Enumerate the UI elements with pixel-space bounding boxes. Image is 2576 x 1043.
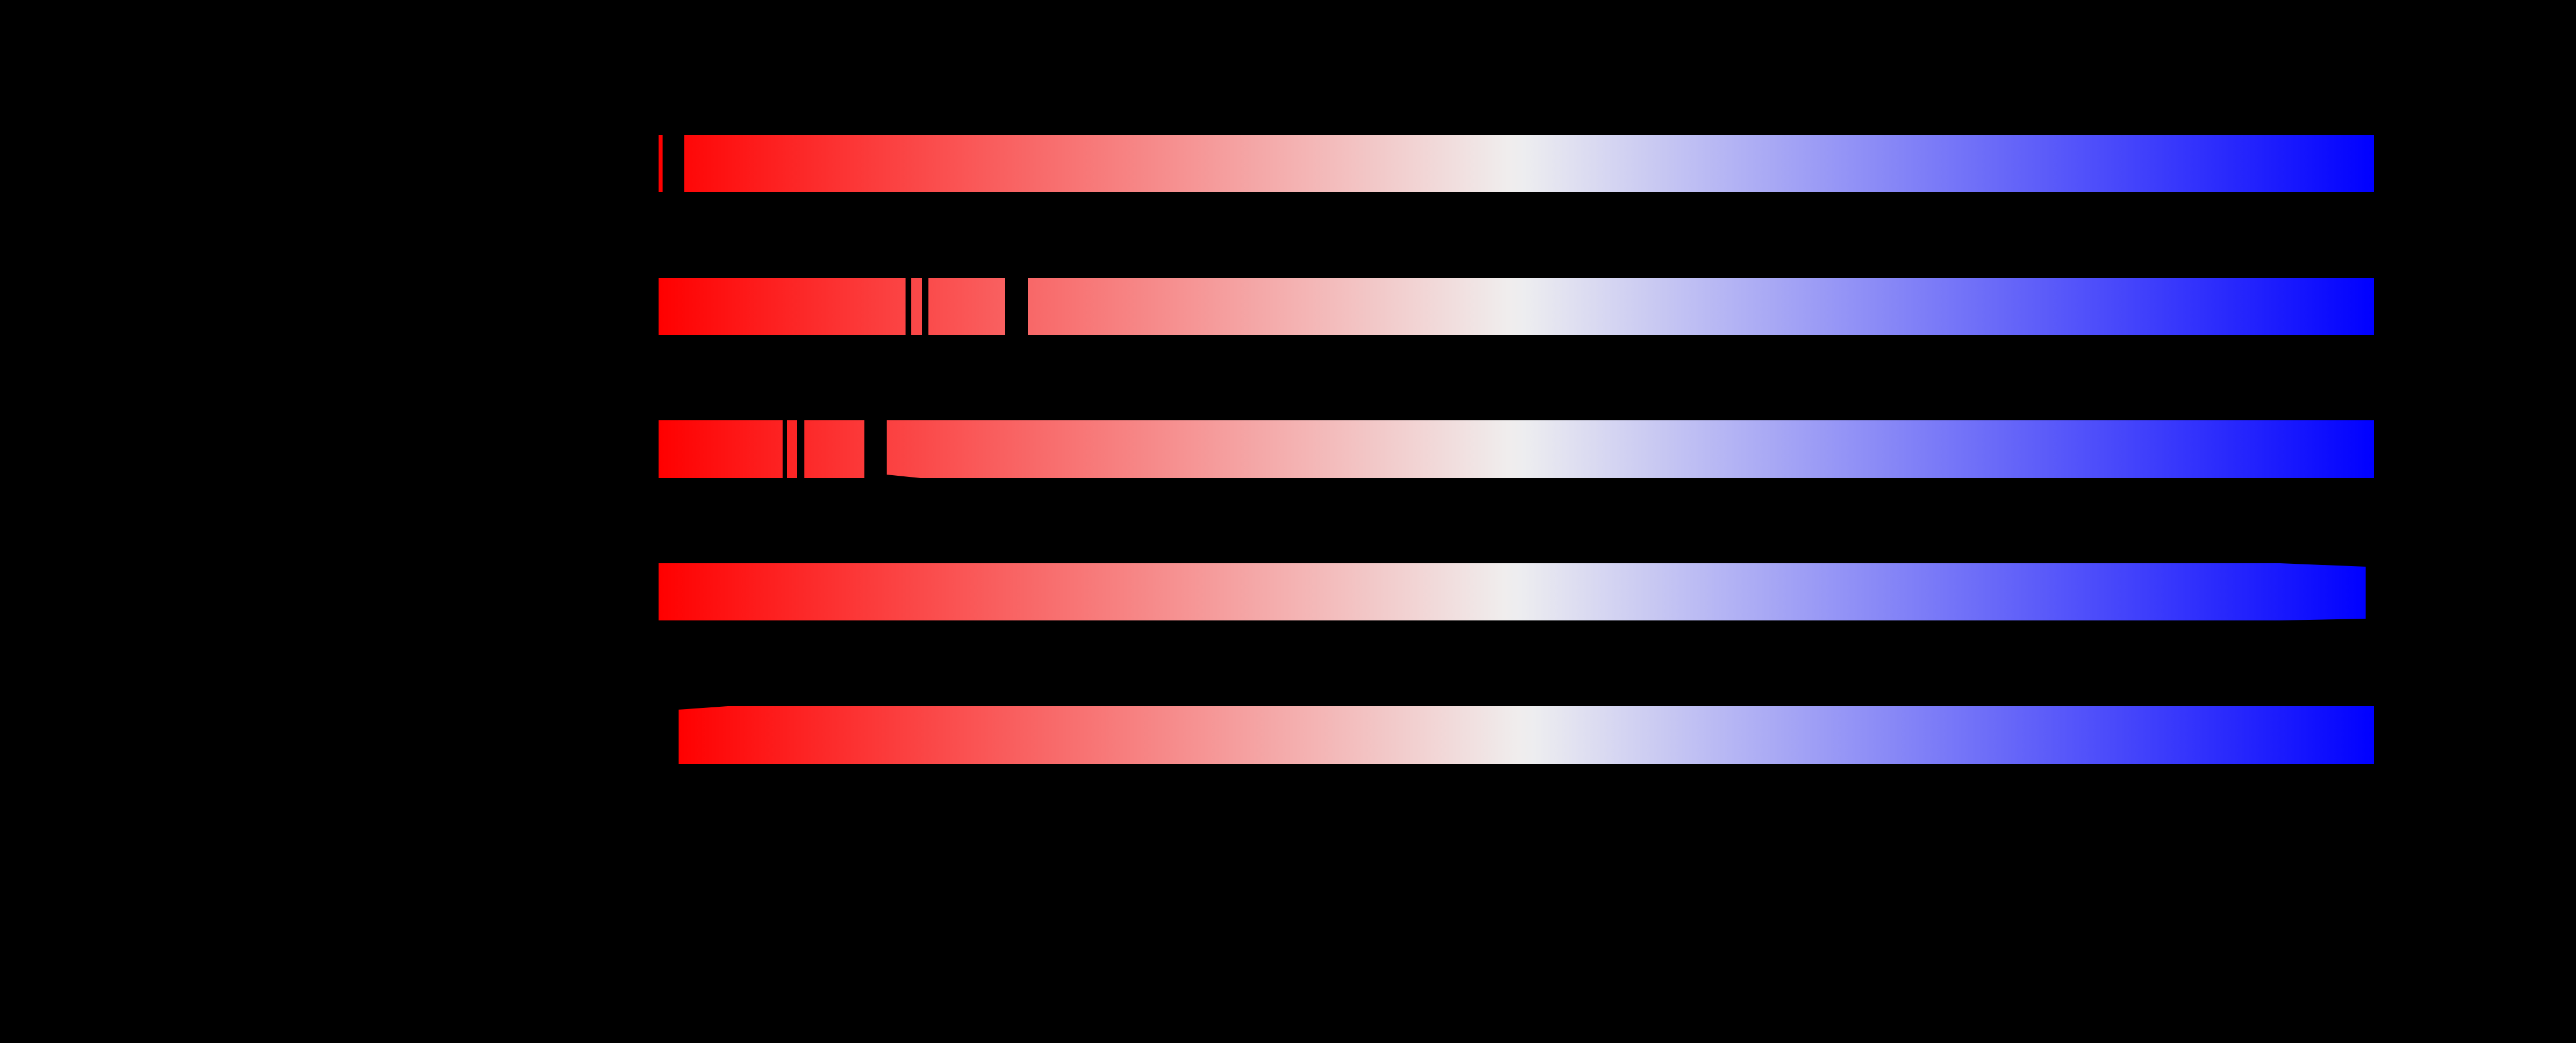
absorption-line-gap bbox=[783, 420, 787, 479]
absorption-line-gap bbox=[864, 420, 887, 479]
bottom-edge-notch bbox=[887, 475, 920, 478]
spectrum-bar-5 bbox=[679, 706, 2374, 764]
absorption-line-gap bbox=[922, 277, 928, 336]
spectrum-bar-4 bbox=[659, 563, 2366, 620]
spectrum-bar-3 bbox=[659, 420, 2374, 479]
absorption-line-gap bbox=[906, 277, 911, 336]
absorption-line-gap bbox=[797, 420, 804, 479]
spectrum-bar-2 bbox=[659, 277, 2374, 336]
absorption-line-gap bbox=[663, 134, 684, 193]
spectrum-bar-1 bbox=[659, 134, 2374, 193]
absorption-line-gap bbox=[1005, 277, 1028, 336]
